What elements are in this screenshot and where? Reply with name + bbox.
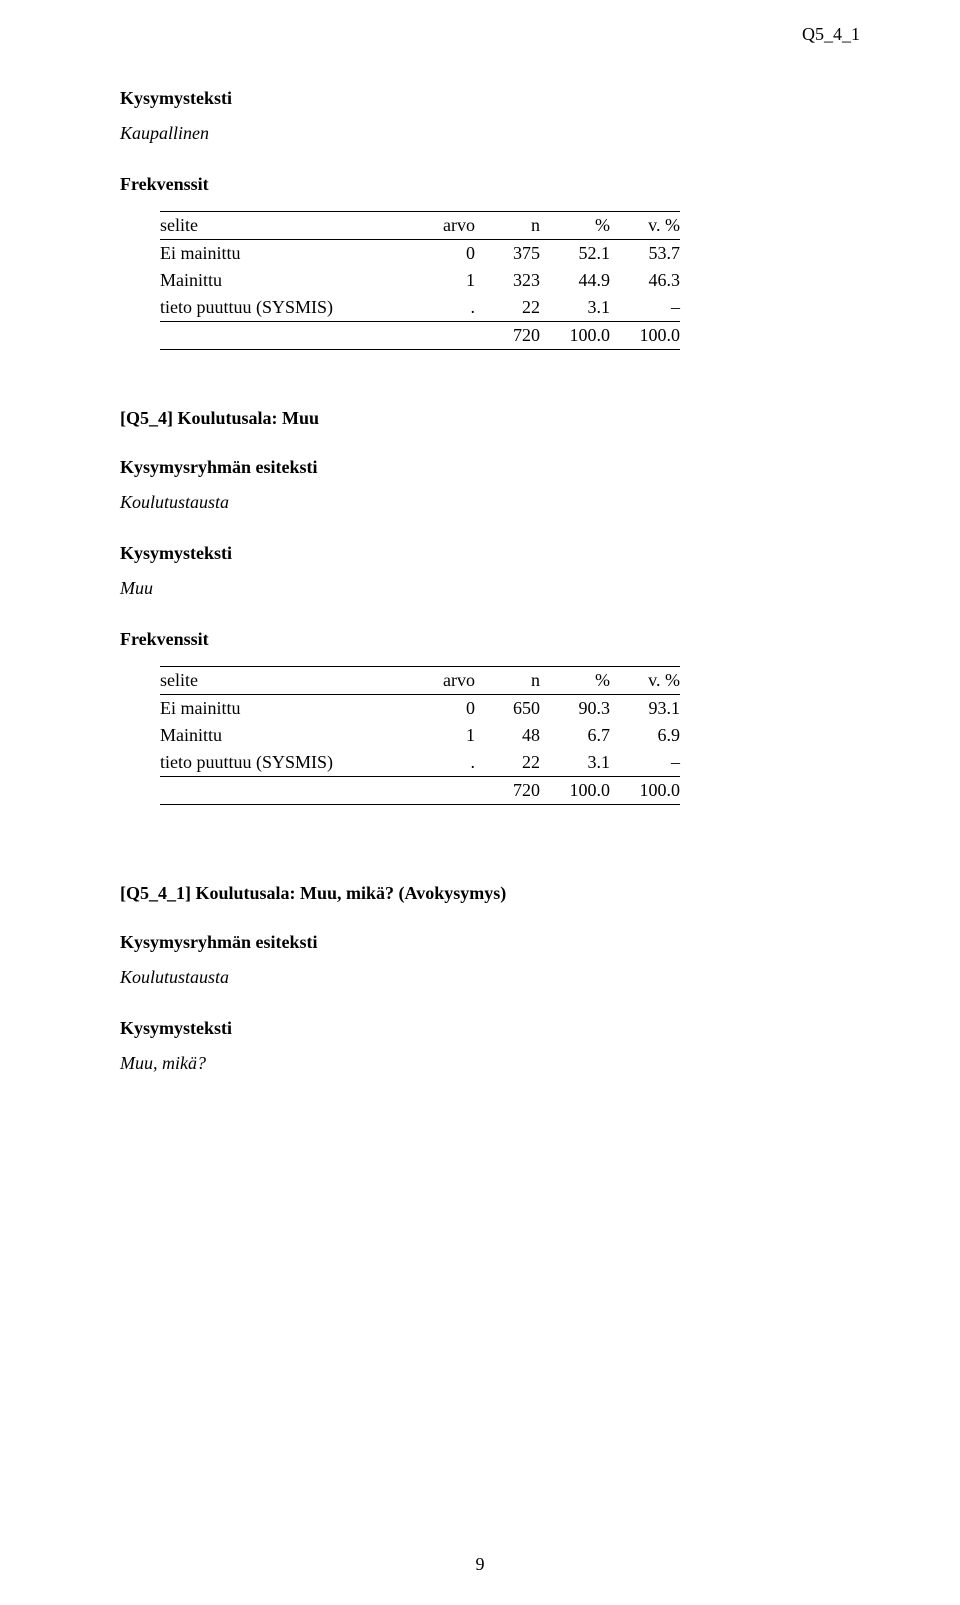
header-selite: selite <box>160 667 420 695</box>
section3-heading: [Q5_4_1] Koulutusala: Muu, mikä? (Avokys… <box>120 883 860 904</box>
cell-n: 375 <box>475 240 540 268</box>
section3-esiteksti: Koulutustausta <box>120 967 860 988</box>
cell-label: tieto puuttuu (SYSMIS) <box>160 749 420 777</box>
cell-label: Mainittu <box>160 722 420 749</box>
table-total-row: 720 100.0 100.0 <box>160 777 680 805</box>
section2-subtitle: Muu <box>120 578 860 599</box>
cell-label: tieto puuttuu (SYSMIS) <box>160 294 420 322</box>
cell-pct: 90.3 <box>540 695 610 723</box>
cell-arvo: . <box>420 294 475 322</box>
table-total-row: 720 100.0 100.0 <box>160 322 680 350</box>
section3-subtitle: Muu, mikä? <box>120 1053 860 1074</box>
cell-vpct: 6.9 <box>610 722 680 749</box>
document-page: Q5_4_1 Kysymysteksti Kaupallinen Frekven… <box>0 0 960 1605</box>
header-n: n <box>475 212 540 240</box>
section2-esiteksti: Koulutustausta <box>120 492 860 513</box>
section1-kysymysteksti-heading: Kysymysteksti <box>120 88 860 109</box>
header-pct: % <box>540 212 610 240</box>
cell-arvo: 0 <box>420 695 475 723</box>
section1-table: selite arvo n % v. % Ei mainittu 0 375 5… <box>160 211 680 350</box>
header-arvo: arvo <box>420 212 475 240</box>
section2-table: selite arvo n % v. % Ei mainittu 0 650 9… <box>160 666 680 805</box>
header-n: n <box>475 667 540 695</box>
total-pct: 100.0 <box>540 322 610 350</box>
total-vpct: 100.0 <box>610 777 680 805</box>
cell-n: 48 <box>475 722 540 749</box>
header-vpct: v. % <box>610 212 680 240</box>
cell-arvo: . <box>420 749 475 777</box>
cell-n: 22 <box>475 749 540 777</box>
section2-esiteksti-heading: Kysymysryhmän esiteksti <box>120 457 860 478</box>
cell-vpct: – <box>610 749 680 777</box>
header-selite: selite <box>160 212 420 240</box>
table-row: Ei mainittu 0 375 52.1 53.7 <box>160 240 680 268</box>
cell-n: 22 <box>475 294 540 322</box>
section2-frekvenssit-heading: Frekvenssit <box>120 629 860 650</box>
section1-subtitle: Kaupallinen <box>120 123 860 144</box>
cell-arvo: 0 <box>420 240 475 268</box>
cell-n: 323 <box>475 267 540 294</box>
cell-vpct: – <box>610 294 680 322</box>
section3-kysymysteksti-heading: Kysymysteksti <box>120 1018 860 1039</box>
section2-heading: [Q5_4] Koulutusala: Muu <box>120 408 860 429</box>
total-n: 720 <box>475 322 540 350</box>
cell-label: Ei mainittu <box>160 240 420 268</box>
cell-label: Mainittu <box>160 267 420 294</box>
section2-kysymysteksti-heading: Kysymysteksti <box>120 543 860 564</box>
page-number: 9 <box>0 1554 960 1575</box>
corner-label: Q5_4_1 <box>802 24 860 45</box>
table-header-row: selite arvo n % v. % <box>160 212 680 240</box>
cell-n: 650 <box>475 695 540 723</box>
table-row: Mainittu 1 48 6.7 6.9 <box>160 722 680 749</box>
cell-pct: 3.1 <box>540 749 610 777</box>
cell-arvo: 1 <box>420 267 475 294</box>
cell-vpct: 53.7 <box>610 240 680 268</box>
cell-arvo: 1 <box>420 722 475 749</box>
table-row: tieto puuttuu (SYSMIS) . 22 3.1 – <box>160 749 680 777</box>
header-arvo: arvo <box>420 667 475 695</box>
cell-pct: 6.7 <box>540 722 610 749</box>
cell-pct: 3.1 <box>540 294 610 322</box>
total-vpct: 100.0 <box>610 322 680 350</box>
section3-esiteksti-heading: Kysymysryhmän esiteksti <box>120 932 860 953</box>
cell-vpct: 93.1 <box>610 695 680 723</box>
table-row: Mainittu 1 323 44.9 46.3 <box>160 267 680 294</box>
table-header-row: selite arvo n % v. % <box>160 667 680 695</box>
cell-vpct: 46.3 <box>610 267 680 294</box>
cell-label: Ei mainittu <box>160 695 420 723</box>
table-row: Ei mainittu 0 650 90.3 93.1 <box>160 695 680 723</box>
cell-pct: 44.9 <box>540 267 610 294</box>
section1-frekvenssit-heading: Frekvenssit <box>120 174 860 195</box>
table-row: tieto puuttuu (SYSMIS) . 22 3.1 – <box>160 294 680 322</box>
total-pct: 100.0 <box>540 777 610 805</box>
total-n: 720 <box>475 777 540 805</box>
header-pct: % <box>540 667 610 695</box>
cell-pct: 52.1 <box>540 240 610 268</box>
header-vpct: v. % <box>610 667 680 695</box>
